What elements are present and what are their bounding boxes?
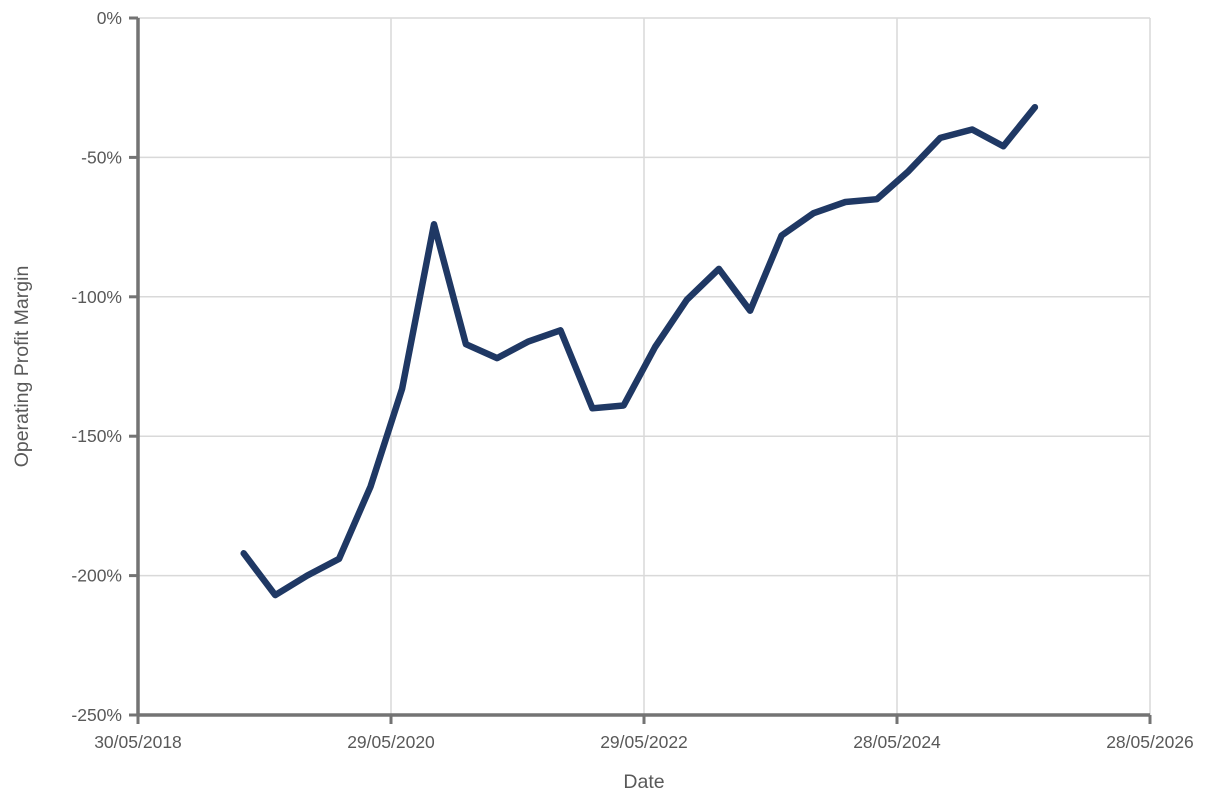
x-tick-label: 29/05/2020 [347,732,435,752]
y-tick-label: 0% [97,8,122,28]
x-tick-label: 28/05/2024 [853,732,941,752]
y-tick-label: -50% [81,147,122,167]
tick-labels-layer: 0% -50% -100% -150% -200% -250% 30/05/2018 29/0… [71,8,1193,752]
axes-layer [129,16,1152,724]
x-tick-label: 30/05/2018 [94,732,182,752]
y-tick-label: -150% [71,426,122,446]
y-tick-label: -200% [71,566,122,586]
x-tick-label: 29/05/2022 [600,732,688,752]
y-tick-label: -100% [71,287,122,307]
operating-profit-margin-series-line [240,103,1039,599]
series-layer [240,103,1039,599]
x-axis-title: Date [623,771,664,793]
y-axis-title: Operating Profit Margin [11,266,33,468]
x-tick-label: 28/05/2026 [1106,732,1194,752]
y-tick-label: -250% [71,705,122,725]
